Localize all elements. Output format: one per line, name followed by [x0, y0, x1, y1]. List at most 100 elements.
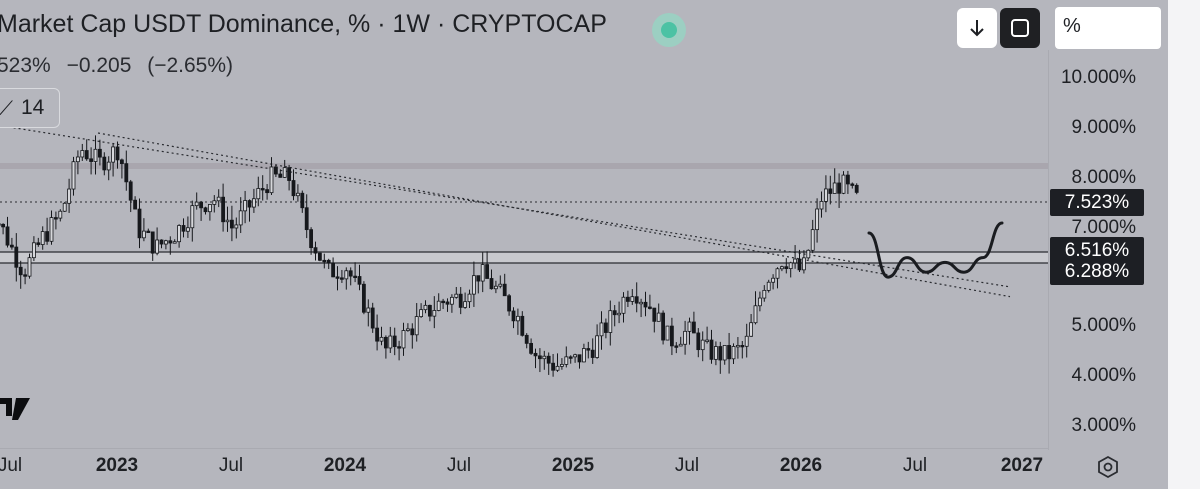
- candle: [520, 311, 525, 337]
- fit-screen-button[interactable]: [1000, 8, 1040, 48]
- panel-edge: [1168, 0, 1200, 489]
- candle: [54, 211, 58, 230]
- candle: [265, 184, 270, 200]
- candle: [93, 135, 98, 175]
- candle: [661, 310, 665, 345]
- candle: [564, 346, 569, 368]
- candle: [810, 219, 815, 254]
- candle: [1, 223, 6, 235]
- candle: [555, 353, 560, 372]
- candle: [62, 201, 67, 212]
- settings-icon[interactable]: [1096, 455, 1120, 479]
- candle: [815, 198, 819, 243]
- candle: [727, 332, 731, 374]
- candle: [124, 150, 129, 191]
- candle: [120, 158, 124, 179]
- candle: [370, 302, 375, 333]
- candle: [630, 289, 635, 305]
- candle: [586, 341, 591, 359]
- candle: [221, 183, 226, 232]
- candle: [397, 340, 402, 361]
- candle: [84, 139, 89, 161]
- candle: [709, 329, 714, 364]
- candle: [269, 157, 274, 195]
- candle: [159, 239, 164, 249]
- indicator-legend[interactable]: ⟋ 14: [0, 88, 60, 128]
- candle: [471, 261, 476, 307]
- candle: [454, 286, 459, 299]
- candle: [383, 335, 388, 359]
- candle: [692, 311, 696, 334]
- fit-screen-icon: [1011, 19, 1029, 37]
- time-tick-label: Jul: [902, 455, 928, 476]
- time-tick-label: Jul: [0, 455, 23, 476]
- candle: [617, 301, 621, 324]
- candle: [36, 237, 41, 247]
- arrow-down-icon: [970, 20, 984, 37]
- candle: [582, 343, 586, 363]
- candle: [753, 291, 758, 325]
- price-tick-label: 7.000%: [1071, 217, 1136, 238]
- candle: [529, 338, 533, 355]
- candle: [516, 308, 520, 335]
- candle: [568, 355, 573, 364]
- candle: [467, 289, 472, 309]
- candle: [388, 326, 393, 353]
- candle: [348, 267, 353, 286]
- candle: [775, 267, 780, 289]
- candle: [331, 257, 336, 278]
- last-value: 523%: [0, 54, 51, 77]
- time-tick-label: Jul: [446, 455, 472, 476]
- candle: [76, 150, 80, 175]
- candle: [194, 192, 199, 210]
- candle: [163, 239, 168, 250]
- candle: [203, 206, 208, 215]
- candle: [832, 168, 837, 194]
- candle: [656, 303, 661, 322]
- price-tick-label: 9.000%: [1071, 117, 1136, 138]
- scale-input[interactable]: %: [1055, 7, 1161, 49]
- time-tick-label: Jul: [218, 455, 244, 476]
- candle: [498, 275, 503, 289]
- candle: [670, 317, 674, 356]
- trendline: [0, 124, 1011, 288]
- candle: [577, 354, 582, 369]
- candle: [49, 210, 54, 245]
- candle: [410, 323, 415, 349]
- candle: [414, 303, 419, 342]
- candle: [626, 290, 630, 307]
- candle: [282, 159, 287, 178]
- candle: [375, 314, 380, 351]
- candle: [67, 178, 71, 213]
- candle: [722, 345, 727, 365]
- candle: [683, 320, 687, 355]
- candle: [392, 327, 397, 356]
- candle: [295, 184, 300, 202]
- candle: [599, 311, 604, 350]
- candle: [304, 194, 309, 239]
- candle: [560, 358, 564, 370]
- candle: [696, 328, 701, 358]
- candle: [493, 280, 498, 294]
- candle: [665, 325, 670, 341]
- download-button[interactable]: [957, 8, 997, 48]
- candle: [758, 291, 762, 312]
- candle: [837, 173, 841, 208]
- candle: [115, 141, 120, 169]
- time-tick-label: Jul: [674, 455, 700, 476]
- candle: [573, 353, 577, 363]
- candle: [678, 336, 683, 347]
- candle: [828, 175, 833, 205]
- price-axis-divider: [1048, 50, 1049, 450]
- price-tick-label: 10.000%: [1060, 67, 1136, 88]
- candle: [780, 265, 784, 272]
- candle: [379, 326, 384, 346]
- candle: [366, 299, 371, 327]
- candle: [432, 296, 437, 329]
- price-chart[interactable]: [0, 0, 1048, 448]
- candle: [111, 142, 115, 177]
- chart-title: Market Cap USDT Dominance, % · 1W · CRYP…: [0, 10, 607, 38]
- tradingview-logo-icon: [0, 398, 30, 420]
- candle: [133, 196, 138, 210]
- candle: [238, 197, 243, 234]
